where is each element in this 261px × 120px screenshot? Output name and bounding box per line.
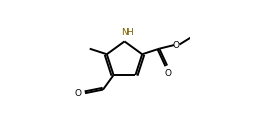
Text: O: O [165,69,172,78]
Text: H: H [126,28,132,37]
Text: N: N [121,28,128,37]
Text: O: O [172,41,179,50]
Text: O: O [75,89,82,98]
